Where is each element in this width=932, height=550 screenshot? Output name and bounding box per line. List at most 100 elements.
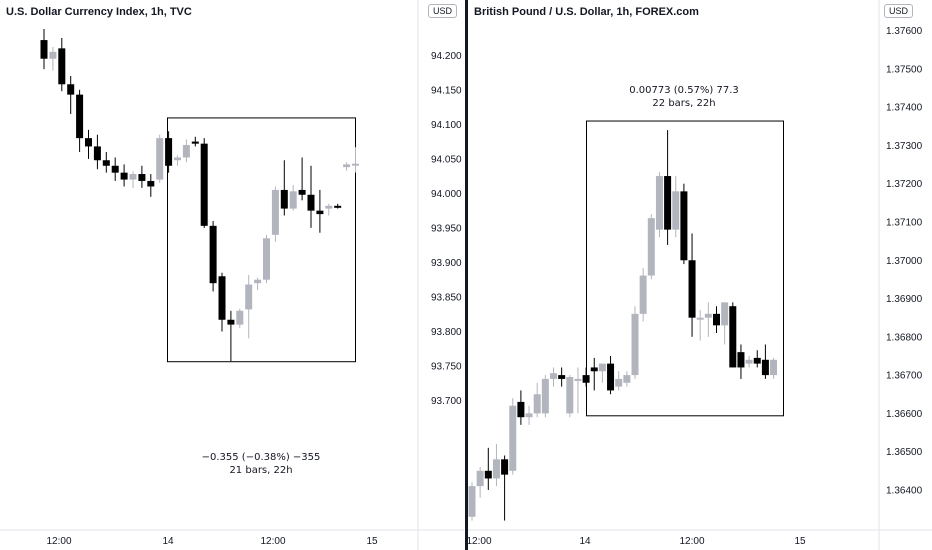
candle-body	[85, 138, 92, 147]
candle-body	[111, 165, 119, 173]
measure-change-text: −0.355 (−0.38%) −355	[201, 452, 321, 463]
measure-box	[167, 117, 356, 363]
y-tick-label: 1.36400	[886, 485, 923, 496]
candle-body	[590, 367, 598, 372]
candle-body	[672, 191, 680, 230]
candle-body	[501, 459, 509, 475]
candle-body	[729, 306, 737, 368]
candle-body	[102, 160, 110, 166]
y-tick-label: 1.36600	[886, 409, 923, 420]
candle-body	[598, 363, 606, 372]
candle-body	[147, 180, 155, 187]
candle-body	[218, 276, 226, 320]
candle-body	[696, 317, 704, 320]
candle-body	[664, 176, 672, 230]
candle-body	[574, 378, 582, 381]
y-tick-label: 1.36900	[886, 294, 923, 305]
x-tick-label: 12:00	[46, 536, 71, 547]
candle-body	[227, 319, 235, 325]
candle-body	[770, 359, 778, 376]
currency-button[interactable]: USD	[428, 4, 458, 18]
candle-body	[639, 275, 647, 314]
candle-body	[352, 163, 359, 166]
candle-body	[263, 238, 270, 280]
candle-body	[737, 352, 745, 368]
candle-body	[558, 375, 566, 379]
candle-body	[325, 205, 333, 209]
y-tick-label: 1.36800	[886, 332, 923, 343]
y-tick-label: 93.800	[431, 327, 462, 338]
candle-body	[582, 375, 590, 383]
currency-button[interactable]: USD	[884, 4, 914, 18]
candle-body	[76, 94, 84, 139]
candle-body	[316, 210, 324, 215]
y-tick-label: 93.750	[431, 362, 462, 373]
gbpusd-chart-svg[interactable]: 1.37600 1.37500 1.37400 1.37300 1.37200 1.371…	[468, 0, 932, 550]
measure-bars-text: 21 bars, 22h	[229, 465, 293, 476]
candle-body	[509, 405, 517, 471]
candle-body	[550, 373, 557, 379]
candle-body	[607, 363, 615, 391]
y-tick-label: 93.850	[431, 292, 462, 303]
candle-body	[289, 191, 297, 209]
candle-body	[40, 40, 48, 59]
y-tick-label: 94.000	[431, 189, 462, 200]
candle-body	[721, 302, 729, 326]
y-tick-label: 1.36500	[886, 447, 923, 458]
y-tick-label: 93.950	[431, 223, 462, 234]
candle-body	[517, 401, 525, 418]
candle-body	[492, 459, 500, 479]
candle-body	[191, 141, 199, 144]
candle-body	[525, 413, 533, 418]
candle-body	[307, 194, 315, 211]
candle-body	[49, 51, 57, 59]
candle-body	[468, 486, 476, 517]
y-tick-label: 1.36700	[886, 371, 923, 382]
candle-body	[680, 191, 688, 261]
chart-pane-gbpusd[interactable]: 1.37600 1.37500 1.37400 1.37300 1.37200 1.371…	[468, 0, 932, 550]
x-tick-label: 12:00	[468, 536, 492, 547]
candle-body	[713, 313, 720, 326]
measure-change-text: 0.00773 (0.57%) 77.3	[629, 85, 739, 96]
y-tick-label: 1.37400	[886, 103, 923, 114]
y-tick-label: 93.700	[431, 396, 462, 407]
candle-body	[200, 143, 208, 226]
x-tick-label: 14	[162, 536, 174, 547]
pane-divider[interactable]	[465, 0, 468, 550]
candle-body	[58, 48, 66, 85]
chart-pane-dxy[interactable]: 94.200 94.150 94.100 94.050 94.000 93.950 93.9…	[0, 0, 465, 550]
candle-body	[541, 378, 549, 414]
candle-body	[615, 378, 623, 387]
y-tick-label: 1.37100	[886, 217, 923, 228]
candle-body	[138, 174, 146, 181]
x-tick-label: 15	[794, 536, 806, 547]
candle-body	[753, 357, 761, 364]
candle-body	[476, 470, 484, 487]
measure-label: −0.355 (−0.38%) −355 21 bars, 22h	[202, 451, 321, 477]
candle-body	[254, 279, 262, 284]
candle-body	[623, 375, 631, 383]
y-tick-label: 93.900	[431, 258, 462, 269]
candle-body	[655, 176, 663, 230]
measure-box	[586, 120, 784, 417]
candle-body	[704, 313, 712, 318]
chart-title: U.S. Dollar Currency Index, 1h, TVC	[6, 6, 192, 18]
candle-body	[533, 394, 541, 414]
x-tick-label: 14	[579, 536, 591, 547]
x-tick-label: 15	[366, 536, 378, 547]
y-tick-label: 94.150	[431, 85, 462, 96]
candle-body	[67, 84, 75, 95]
x-tick-label: 12:00	[260, 536, 285, 547]
candle-body	[120, 172, 128, 180]
y-tick-label: 1.37000	[886, 256, 923, 267]
candle-body	[745, 359, 753, 364]
y-tick-label: 1.37200	[886, 179, 923, 190]
candle-body	[334, 205, 342, 208]
candle-body	[566, 377, 574, 414]
dxy-chart-svg[interactable]: 94.200 94.150 94.100 94.050 94.000 93.950 93.9…	[0, 0, 465, 550]
y-tick-label: 1.37600	[886, 26, 923, 37]
candle-body	[245, 284, 253, 310]
candle-body	[209, 225, 217, 284]
candle-body	[280, 189, 288, 209]
y-tick-label: 94.100	[431, 120, 462, 131]
